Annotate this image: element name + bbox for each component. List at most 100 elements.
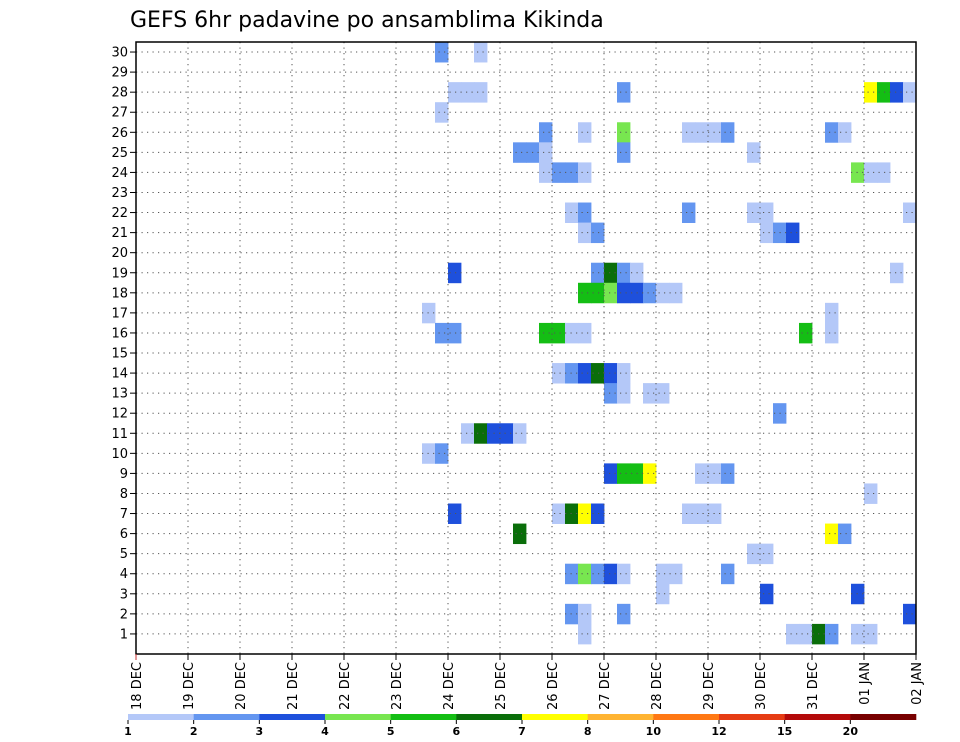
colorbar-label: 7 xyxy=(518,725,526,738)
plot-frame xyxy=(135,41,917,655)
heatmap-cell xyxy=(435,322,449,344)
heatmap-cell xyxy=(578,122,592,143)
colorbar-label: 5 xyxy=(387,725,395,738)
y-tick-label: 2 xyxy=(120,607,128,622)
heatmap-cell xyxy=(786,222,800,244)
heatmap-cell xyxy=(825,302,839,324)
heatmap-cell xyxy=(578,282,592,304)
heatmap-cell xyxy=(864,483,878,504)
heatmap-cell xyxy=(617,603,631,625)
y-tick-label: 30 xyxy=(111,46,128,61)
heatmap-cell xyxy=(617,383,631,404)
heatmap-cell xyxy=(617,122,631,143)
heatmap-cell xyxy=(695,463,709,484)
y-tick-label: 19 xyxy=(111,266,128,281)
y-tick-label: 24 xyxy=(111,166,128,181)
y-tick-label: 16 xyxy=(111,326,128,341)
heatmap-cell xyxy=(552,322,566,344)
heatmap-cell xyxy=(903,202,917,223)
colorbar-label: 8 xyxy=(584,725,592,738)
y-tick-label: 22 xyxy=(111,206,128,221)
heatmap-cell xyxy=(825,623,839,645)
heatmap-cell xyxy=(903,603,917,625)
y-tick-label: 18 xyxy=(111,286,128,301)
heatmap-cell xyxy=(513,423,527,444)
x-tick-label: 23 DEC xyxy=(390,662,405,710)
heatmap-cell xyxy=(539,322,553,344)
y-tick-label: 13 xyxy=(111,387,128,402)
heatmap-cell xyxy=(552,503,566,524)
y-tick-label: 4 xyxy=(120,567,128,582)
heatmap-cell xyxy=(760,543,774,565)
heatmap-cell xyxy=(474,42,488,63)
colorbar-swatch xyxy=(587,714,654,720)
x-tick-label: 22 DEC xyxy=(338,662,353,710)
heatmap-cell xyxy=(578,222,592,244)
heatmap-cell xyxy=(448,503,462,524)
y-tick-label: 1 xyxy=(120,627,128,642)
colorbar-swatch xyxy=(390,714,457,720)
colorbar-label: 20 xyxy=(843,725,859,738)
x-tick-label: 28 DEC xyxy=(650,662,665,710)
heatmap-cell xyxy=(656,563,670,585)
heatmap-cell xyxy=(656,282,670,304)
y-tick-label: 15 xyxy=(111,347,128,362)
heatmap-cell xyxy=(591,282,605,304)
heatmap-cell xyxy=(656,583,670,605)
heatmap-cells xyxy=(422,42,917,645)
y-tick-label: 17 xyxy=(111,306,128,321)
heatmap-cell xyxy=(825,122,839,143)
heatmap-cell xyxy=(617,463,631,484)
heatmap-cell xyxy=(604,463,618,484)
y-tick-label: 8 xyxy=(120,487,128,502)
colorbar-swatch xyxy=(456,714,523,720)
x-tick-label: 27 DEC xyxy=(598,662,613,710)
heatmap-cell xyxy=(591,363,605,384)
heatmap-cell xyxy=(617,82,631,103)
x-tick-label: 24 DEC xyxy=(442,662,457,710)
heatmap-cell xyxy=(578,162,592,183)
y-tick-label: 10 xyxy=(111,447,128,462)
colorbar-label: 10 xyxy=(646,725,662,738)
heatmap-cell xyxy=(864,623,878,645)
colorbar-swatch xyxy=(653,714,720,720)
heatmap-cell xyxy=(760,202,774,223)
heatmap-cell xyxy=(500,423,514,444)
heatmap-cell xyxy=(695,503,709,524)
heatmap-cell xyxy=(461,423,475,444)
colorbar-swatch xyxy=(128,714,194,720)
y-tick-label: 14 xyxy=(111,367,128,382)
heatmap-cell xyxy=(838,523,852,545)
heatmap-cell xyxy=(643,383,657,404)
heatmap-cell xyxy=(591,503,605,524)
heatmap-cell xyxy=(643,463,657,484)
y-tick-label: 20 xyxy=(111,246,128,261)
colorbar-swatch xyxy=(850,714,917,720)
y-tick-label: 29 xyxy=(111,66,128,81)
grid-lines xyxy=(136,42,916,654)
heatmap-cell xyxy=(604,262,618,284)
y-tick-label: 23 xyxy=(111,186,128,201)
heatmap-cell xyxy=(747,202,761,223)
heatmap-cell xyxy=(552,363,566,384)
x-tick-label: 30 DEC xyxy=(754,662,769,710)
heatmap-cell xyxy=(578,623,592,645)
heatmap-cell xyxy=(578,363,592,384)
heatmap-cell xyxy=(721,122,735,143)
y-tick-label: 12 xyxy=(111,407,128,422)
heatmap-cell xyxy=(591,563,605,585)
x-tick-label: 29 DEC xyxy=(702,662,717,710)
colorbar-label: 12 xyxy=(711,725,726,738)
colorbar-label: 1 xyxy=(124,725,132,738)
heatmap-cell xyxy=(435,42,449,63)
heatmap-cell xyxy=(513,142,527,163)
heatmap-cell xyxy=(864,82,878,103)
heatmap-cell xyxy=(435,102,449,123)
heatmap-cell xyxy=(552,162,566,183)
heatmap-cell xyxy=(682,503,696,524)
x-axis: 18 DEC 19 DEC 20 DEC 21 DEC 22 DEC 23 DEC 24 D… xyxy=(130,654,925,710)
colorbar-label: 6 xyxy=(453,725,461,738)
heatmap-cell xyxy=(513,523,527,545)
heatmap-cell xyxy=(539,162,553,183)
